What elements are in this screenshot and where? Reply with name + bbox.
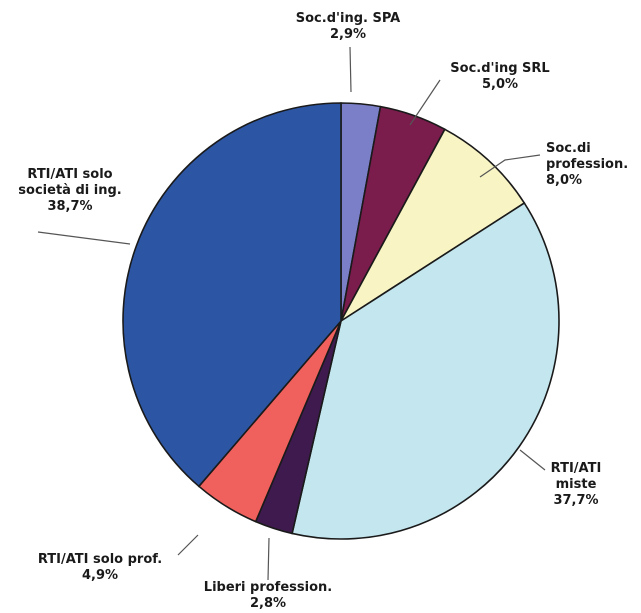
slice-label-3: RTI/ATI miste 37,7% [551, 461, 602, 508]
leader-line-3 [519, 449, 546, 471]
pie-slice-3 [291, 201, 560, 540]
leader-line-5 [177, 534, 199, 556]
pie-slice-6 [122, 102, 342, 488]
slice-label-5: RTI/ATI solo prof. 4,9% [38, 552, 162, 583]
slice-label-4: Liberi profession. 2,8% [204, 580, 332, 611]
slice-label-1: Soc.d'ing SRL 5,0% [450, 61, 549, 92]
leader-line-1 [409, 79, 441, 126]
leader-line-4 [267, 537, 270, 581]
leader-line-2 [479, 154, 541, 178]
leader-line-0 [349, 46, 352, 93]
slice-label-6: RTI/ATI solo società di ing. 38,7% [18, 167, 121, 214]
slice-label-2: Soc.di profession. 8,0% [546, 141, 628, 188]
leader-line-6 [37, 231, 131, 245]
slice-label-0: Soc.d'ing. SPA 2,9% [296, 11, 400, 42]
pie-slice-2 [340, 128, 526, 322]
